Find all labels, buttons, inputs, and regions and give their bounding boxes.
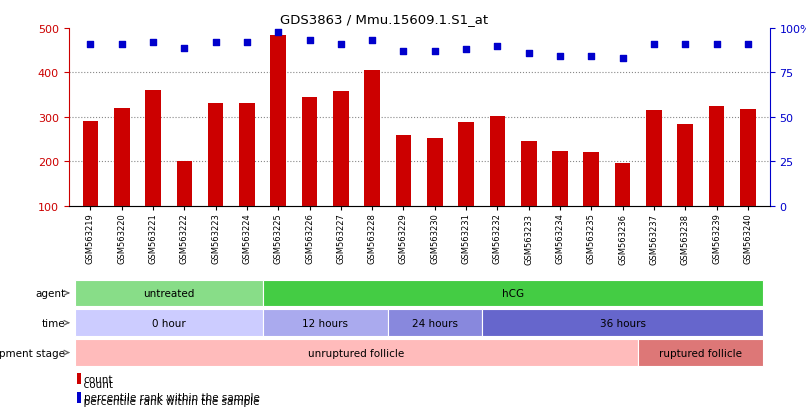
Point bbox=[303, 38, 316, 45]
Point bbox=[554, 54, 567, 61]
Bar bbox=[333, 92, 349, 206]
Bar bbox=[552, 152, 567, 206]
Bar bbox=[263, 280, 763, 306]
Bar bbox=[114, 109, 130, 206]
Point bbox=[522, 50, 535, 57]
Bar bbox=[482, 310, 763, 336]
Bar bbox=[638, 339, 763, 366]
Bar bbox=[489, 116, 505, 206]
Bar bbox=[271, 36, 286, 206]
Bar bbox=[208, 104, 223, 206]
Text: 0 hour: 0 hour bbox=[152, 318, 185, 328]
Text: 36 hours: 36 hours bbox=[600, 318, 646, 328]
Point bbox=[240, 40, 253, 46]
Bar bbox=[584, 153, 599, 206]
Bar bbox=[145, 91, 161, 206]
Text: 12 hours: 12 hours bbox=[302, 318, 348, 328]
Title: GDS3863 / Mmu.15609.1.S1_at: GDS3863 / Mmu.15609.1.S1_at bbox=[280, 13, 488, 26]
Point bbox=[710, 42, 723, 48]
Bar bbox=[677, 125, 693, 206]
Point bbox=[334, 42, 347, 48]
Text: hCG: hCG bbox=[502, 288, 524, 298]
Bar bbox=[364, 71, 380, 206]
Point bbox=[147, 40, 160, 46]
Text: ruptured follicle: ruptured follicle bbox=[659, 348, 742, 358]
Text: 24 hours: 24 hours bbox=[412, 318, 458, 328]
Point bbox=[616, 56, 629, 62]
Bar bbox=[708, 107, 725, 206]
Point bbox=[585, 54, 598, 61]
Text: development stage: development stage bbox=[0, 348, 65, 358]
Bar bbox=[459, 123, 474, 206]
Point bbox=[84, 42, 97, 48]
Bar bbox=[427, 139, 442, 206]
Bar bbox=[396, 136, 411, 206]
Text: percentile rank within the sample: percentile rank within the sample bbox=[77, 396, 259, 406]
Point bbox=[366, 38, 379, 45]
Point bbox=[491, 43, 504, 50]
Text: count: count bbox=[77, 379, 113, 389]
Point bbox=[742, 42, 754, 48]
Bar bbox=[75, 280, 263, 306]
Point bbox=[178, 45, 191, 52]
Point bbox=[428, 49, 441, 55]
Point bbox=[115, 42, 128, 48]
Text: percentile rank within the sample: percentile rank within the sample bbox=[84, 392, 260, 402]
Bar bbox=[239, 104, 255, 206]
Bar bbox=[75, 310, 263, 336]
Point bbox=[272, 29, 285, 36]
Point bbox=[210, 40, 222, 46]
Bar bbox=[263, 310, 388, 336]
Point bbox=[459, 47, 472, 53]
Bar bbox=[646, 111, 662, 206]
Bar bbox=[521, 142, 537, 206]
Text: agent: agent bbox=[35, 288, 65, 298]
Text: unruptured follicle: unruptured follicle bbox=[309, 348, 405, 358]
Point bbox=[397, 49, 410, 55]
Bar bbox=[75, 339, 638, 366]
Point bbox=[679, 42, 692, 48]
Text: count: count bbox=[84, 374, 114, 384]
Text: untreated: untreated bbox=[143, 288, 194, 298]
Bar bbox=[177, 162, 192, 206]
Point bbox=[647, 42, 660, 48]
Bar bbox=[740, 109, 756, 206]
Bar bbox=[388, 310, 482, 336]
Text: time: time bbox=[41, 318, 65, 328]
Bar bbox=[301, 97, 318, 206]
Bar bbox=[77, 392, 81, 403]
Bar bbox=[82, 122, 98, 206]
Bar bbox=[77, 373, 81, 384]
Bar bbox=[615, 164, 630, 206]
